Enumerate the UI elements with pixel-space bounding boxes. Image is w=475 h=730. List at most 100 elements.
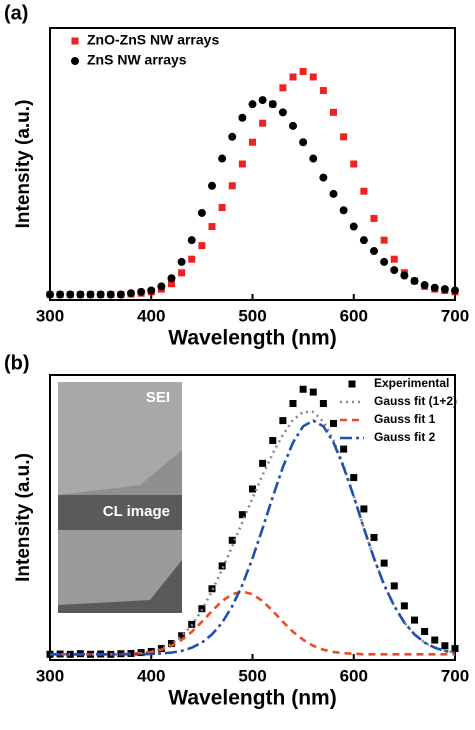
data-point [259,96,267,104]
legend-marker [72,38,79,45]
data-point [350,223,358,231]
data-point [421,281,429,289]
data-point [219,204,226,211]
x-tick-label: 600 [340,666,368,685]
x-tick-label: 600 [340,306,368,325]
data-point [76,291,84,299]
data-point [401,602,408,609]
data-point [249,100,257,108]
x-tick-label: 700 [441,666,469,685]
data-point [157,282,165,290]
data-point [290,73,297,80]
data-point [117,291,125,299]
y-axis-label: Intensity (a.u.) [13,100,34,229]
data-point [178,269,185,276]
data-point [330,190,338,198]
x-tick-label: 400 [137,306,165,325]
data-point [391,582,398,589]
x-tick-label: 400 [137,666,165,685]
data-point [289,122,297,130]
data-point [46,291,54,299]
x-axis-label: Wavelength (nm) [168,327,336,350]
data-point [178,258,186,266]
x-axis-label: Wavelength (nm) [168,687,336,710]
legend-label: Gauss fit 1 [374,412,436,426]
data-point [219,562,226,569]
x-tick-label: 700 [441,306,469,325]
data-point [441,642,448,649]
data-point [147,286,155,294]
legend-marker [349,381,356,388]
data-point [371,215,378,222]
data-point [239,161,246,168]
panel-label: (b) [4,352,30,374]
data-point [198,242,205,249]
data-point [87,291,95,299]
inset-images [58,382,182,613]
legend-marker [71,57,79,65]
data-point [198,209,206,217]
data-point [66,291,74,299]
data-point [421,628,428,635]
legend-label: ZnS NW arrays [87,52,187,68]
data-point [360,236,368,244]
data-point [380,258,388,266]
data-point [137,288,145,296]
data-point [340,206,348,214]
data-point [391,256,398,263]
x-tick-label: 500 [238,306,266,325]
data-point [350,474,357,481]
panel-label: (a) [4,2,28,24]
data-point [188,236,196,244]
data-point [300,386,307,393]
data-point [269,437,276,444]
legend-label: Gauss fit (1+2) [374,394,457,408]
data-point [381,560,388,567]
data-point [56,291,64,299]
data-point [360,188,367,195]
data-point [320,87,327,94]
data-point [299,138,307,146]
data-point [300,68,307,75]
data-point [340,446,347,453]
data-point [229,182,236,189]
data-point [451,286,459,294]
data-point [371,534,378,541]
data-point [259,120,266,127]
data-point [279,108,287,116]
data-point [370,247,378,255]
data-point [350,161,357,168]
data-point [97,291,105,299]
data-point [279,417,286,424]
data-point [209,223,216,230]
legend-label: Gauss fit 2 [374,430,436,444]
x-tick-label: 300 [36,666,64,685]
data-point [310,73,317,80]
data-point [208,182,216,190]
data-point [249,139,256,146]
x-tick-label: 300 [36,306,64,325]
data-point [259,460,266,467]
figure: (a) 300 400 500 600 700 Wavelength (nm) Intensi… [0,0,475,730]
data-point [249,486,256,493]
data-point [309,155,317,163]
data-point [238,114,246,122]
data-point [381,237,388,244]
data-point [441,285,449,293]
x-tick-label: 500 [238,666,266,685]
data-point [319,174,327,182]
data-point [168,274,176,282]
data-point [431,284,439,292]
data-point [290,400,297,407]
data-point [330,420,337,427]
data-point [188,256,195,263]
data-point [218,155,226,163]
data-point [269,100,277,108]
data-point [400,272,408,280]
y-axis-label: Intensity (a.u.) [13,453,34,582]
data-point [310,389,317,396]
inset-label: CL image [103,503,170,520]
data-point [330,109,337,116]
data-point [279,84,286,91]
data-point [107,291,115,299]
